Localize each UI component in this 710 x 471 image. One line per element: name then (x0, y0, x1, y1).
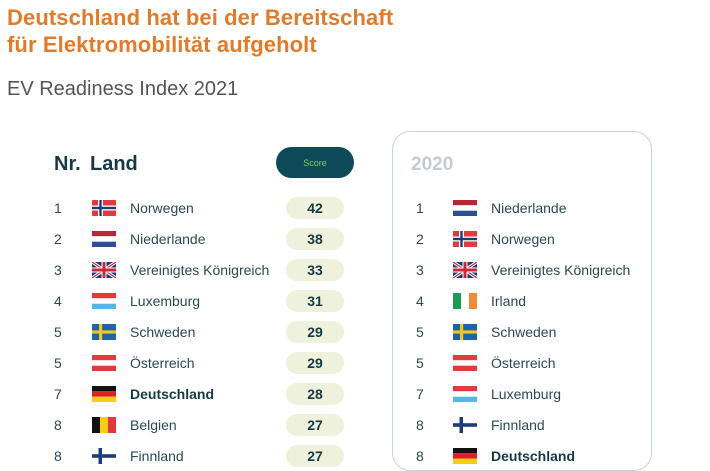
ranking-row: 3 Vereinigtes Königreich 33 (0, 258, 710, 282)
rank-number: 2 (416, 231, 424, 247)
ranking-row: 8 Finnland 27 (0, 444, 710, 468)
rank-number: 5 (416, 324, 424, 340)
rank-number: 1 (416, 200, 424, 216)
finland-flag-icon (92, 448, 116, 464)
country-name: Norwegen (130, 200, 194, 216)
rank-number: 1 (54, 200, 62, 216)
column-header-nr: Nr. (54, 153, 81, 175)
ranking-row: 7 Luxemburg (0, 382, 710, 406)
year-2020-heading: 2020 (411, 154, 454, 175)
score-button[interactable]: Score (276, 147, 354, 178)
rank-number: 3 (416, 262, 424, 278)
page-title: Deutschland hat bei der Bereitschaft für… (7, 4, 393, 58)
ranking-row: 8 Deutschland (0, 444, 710, 468)
country-name: Irland (491, 293, 527, 309)
netherlands-flag-icon (453, 200, 477, 216)
rank-number: 5 (54, 355, 62, 371)
rank-number: 4 (416, 293, 424, 309)
country-name: Schweden (491, 324, 557, 340)
ireland-flag-icon (453, 293, 477, 309)
title-line-2: für Elektromobilität aufgeholt (7, 32, 317, 57)
sweden-flag-icon (92, 324, 116, 340)
rank-number: 3 (54, 262, 62, 278)
rank-number: 7 (416, 386, 424, 402)
country-name: Luxemburg (491, 386, 562, 402)
austria-flag-icon (453, 355, 477, 371)
ranking-row: 2 Norwegen (0, 227, 710, 251)
country-name: Schweden (130, 324, 196, 340)
ranking-row: 5 Österreich (0, 351, 710, 375)
score-value: 42 (286, 197, 344, 219)
luxembourg-flag-icon (92, 293, 116, 309)
title-line-1: Deutschland hat bei der Bereitschaft (7, 5, 394, 30)
score-value: 31 (286, 290, 344, 312)
rank-number: 5 (416, 355, 424, 371)
score-value: 29 (286, 321, 344, 343)
score-value: 33 (286, 259, 344, 281)
country-name: Finnland (130, 448, 184, 464)
score-value: 29 (286, 352, 344, 374)
country-name: Österreich (491, 355, 556, 371)
score-value: 27 (286, 414, 344, 436)
country-name: Deutschland (130, 386, 215, 402)
ranking-row: 5 Schweden 29 (0, 320, 710, 344)
ranking-row: 7 Deutschland 28 (0, 382, 710, 406)
score-value: 27 (286, 445, 344, 467)
germany-flag-icon (453, 448, 477, 464)
ranking-row: 5 Schweden (0, 320, 710, 344)
subtitle: EV Readiness Index 2021 (7, 78, 239, 100)
germany-flag-icon (92, 386, 116, 402)
score-value: 28 (286, 383, 344, 405)
country-name: Belgien (130, 417, 177, 433)
uk-flag-icon (91, 260, 117, 280)
belgium-flag-icon (92, 417, 116, 433)
rank-number: 7 (54, 386, 62, 402)
luxembourg-flag-icon (453, 386, 477, 402)
norway-flag-icon (453, 231, 477, 247)
country-name: Finnland (491, 417, 545, 433)
ranking-row: 3 Vereinigtes Königreich (0, 258, 710, 282)
country-name: Niederlande (130, 231, 206, 247)
ranking-row: 4 Luxemburg 31 (0, 289, 710, 313)
score-value: 38 (286, 228, 344, 250)
ranking-row: 4 Irland (0, 289, 710, 313)
rank-number: 4 (54, 293, 62, 309)
ranking-row: 1 Norwegen 42 (0, 196, 710, 220)
column-header-land: Land (90, 153, 138, 175)
rank-number: 2 (54, 231, 62, 247)
country-name: Niederlande (491, 200, 567, 216)
norway-flag-icon (92, 200, 116, 216)
rank-number: 8 (416, 448, 424, 464)
country-name: Luxemburg (130, 293, 201, 309)
uk-flag-icon (452, 260, 478, 280)
rank-number: 8 (54, 448, 62, 464)
austria-flag-icon (92, 355, 116, 371)
ranking-row: 2 Niederlande 38 (0, 227, 710, 251)
rank-number: 8 (416, 417, 424, 433)
country-name: Österreich (130, 355, 195, 371)
country-name: Vereinigtes Königreich (491, 262, 631, 278)
rank-number: 5 (54, 324, 62, 340)
ranking-row: 8 Finnland (0, 413, 710, 437)
rank-number: 8 (54, 417, 62, 433)
ranking-row: 5 Österreich 29 (0, 351, 710, 375)
finland-flag-icon (453, 417, 477, 433)
country-name: Deutschland (491, 448, 576, 464)
country-name: Vereinigtes Königreich (130, 262, 270, 278)
netherlands-flag-icon (92, 231, 116, 247)
country-name: Norwegen (491, 231, 555, 247)
sweden-flag-icon (453, 324, 477, 340)
ranking-row: 1 Niederlande (0, 196, 710, 220)
ranking-row: 8 Belgien 27 (0, 413, 710, 437)
